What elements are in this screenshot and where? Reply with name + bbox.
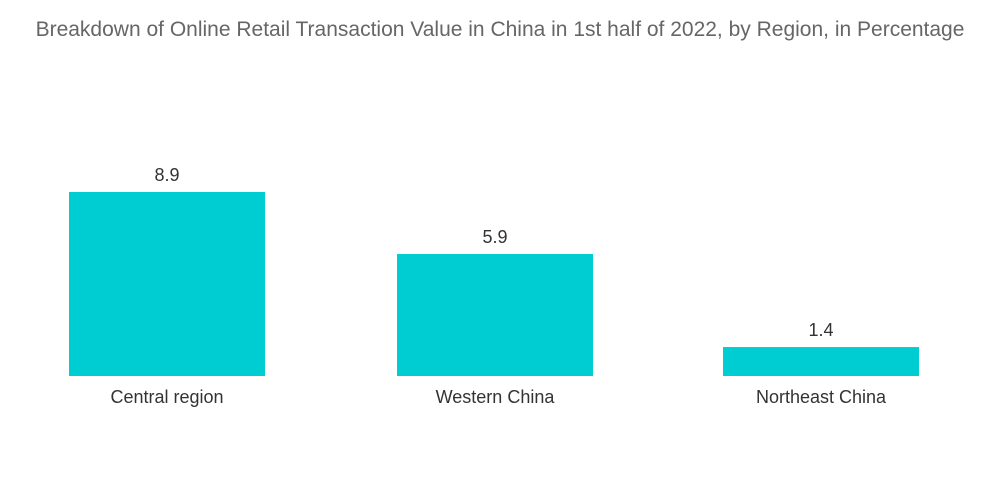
bar-central-region — [69, 192, 265, 376]
category-label: Northeast China — [756, 387, 887, 407]
data-label: 1.4 — [808, 320, 833, 340]
bar-northeast-china — [723, 347, 919, 376]
data-label: 8.9 — [154, 165, 179, 185]
chart-title: Breakdown of Online Retail Transaction V… — [35, 18, 965, 41]
bar-western-china — [397, 254, 593, 376]
data-label: 5.9 — [482, 227, 507, 247]
category-label: Central region — [110, 387, 223, 407]
category-label: Western China — [436, 387, 556, 407]
